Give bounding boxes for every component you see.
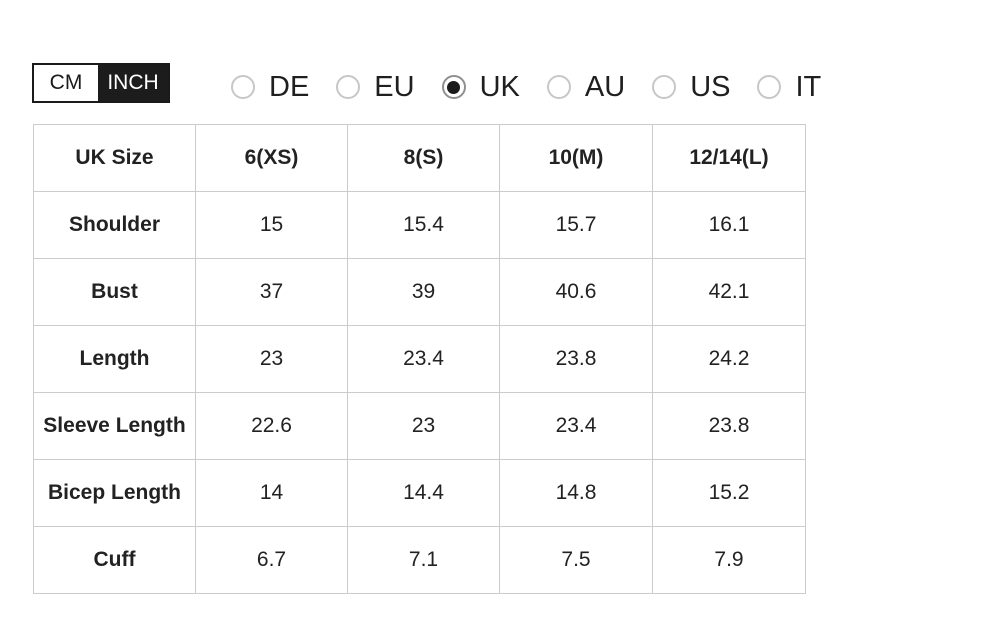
radio-unselected-icon[interactable] [652,75,677,99]
region-label: US [690,70,731,103]
radio-unselected-icon[interactable] [546,75,571,99]
size-table-corner-header: UK Size [33,124,196,192]
region-radio-it[interactable]: IT [757,70,822,103]
size-column-header: 12/14(L) [652,124,806,192]
size-column-header: 6(XS) [195,124,348,192]
measurement-value: 23 [195,325,348,393]
table-row: Bicep Length 14 14.4 14.8 15.2 [33,459,806,527]
measurement-label: Shoulder [33,191,196,259]
region-radio-us[interactable]: US [652,70,731,103]
measurement-value: 23.8 [652,392,806,460]
measurement-value: 40.6 [499,258,653,326]
region-label: UK [479,70,520,103]
size-column-header: 10(M) [499,124,653,192]
measurement-value: 7.5 [499,526,653,594]
unit-inch-button[interactable]: INCH [98,65,168,101]
measurement-value: 37 [195,258,348,326]
measurement-value: 23.8 [499,325,653,393]
measurement-value: 23.4 [499,392,653,460]
measurement-value: 15.2 [652,459,806,527]
table-row: Bust 37 39 40.6 42.1 [33,258,806,326]
measurement-value: 23.4 [347,325,500,393]
measurement-label: Sleeve Length [33,392,196,460]
size-column-header: 8(S) [347,124,500,192]
measurement-label: Bust [33,258,196,326]
measurement-value: 22.6 [195,392,348,460]
region-radio-au[interactable]: AU [546,70,626,103]
region-label: AU [584,70,626,103]
radio-unselected-icon[interactable] [757,75,782,99]
radio-selected-icon[interactable] [441,75,466,99]
measurement-value: 14 [195,459,348,527]
measurement-value: 14.4 [347,459,500,527]
radio-dot [447,80,461,94]
region-radio-group: DE EU UK AU US IT [231,70,821,104]
size-table-header-row: UK Size 6(XS) 8(S) 10(M) 12/14(L) [33,124,806,192]
measurement-value: 15.7 [499,191,653,259]
measurement-value: 24.2 [652,325,806,393]
radio-unselected-icon[interactable] [231,75,255,99]
radio-unselected-icon[interactable] [336,75,361,99]
region-radio-uk[interactable]: UK [441,70,520,103]
measurement-value: 23 [347,392,500,460]
measurement-value: 15.4 [347,191,500,259]
table-row: Cuff 6.7 7.1 7.5 7.9 [33,526,806,594]
table-row: Length 23 23.4 23.8 24.2 [33,325,806,393]
measurement-value: 16.1 [652,191,806,259]
measurement-value: 39 [347,258,500,326]
region-label: IT [795,70,822,103]
measurement-value: 7.1 [347,526,500,594]
region-label: EU [374,70,415,103]
measurement-label: Bicep Length [33,459,196,527]
unit-toggle[interactable]: CM INCH [32,63,170,103]
region-label: DE [269,70,310,103]
measurement-label: Cuff [33,526,196,594]
table-row: Sleeve Length 22.6 23 23.4 23.8 [33,392,806,460]
unit-cm-button[interactable]: CM [34,65,98,101]
measurement-value: 15 [195,191,348,259]
table-row: Shoulder 15 15.4 15.7 16.1 [33,191,806,259]
measurement-value: 7.9 [652,526,806,594]
region-radio-eu[interactable]: EU [336,70,415,103]
measurement-label: Length [33,325,196,393]
measurement-value: 6.7 [195,526,348,594]
size-chart-table: UK Size 6(XS) 8(S) 10(M) 12/14(L) Shoulder 15… [33,124,806,594]
measurement-value: 42.1 [652,258,806,326]
region-radio-de[interactable]: DE [231,70,310,103]
measurement-value: 14.8 [499,459,653,527]
